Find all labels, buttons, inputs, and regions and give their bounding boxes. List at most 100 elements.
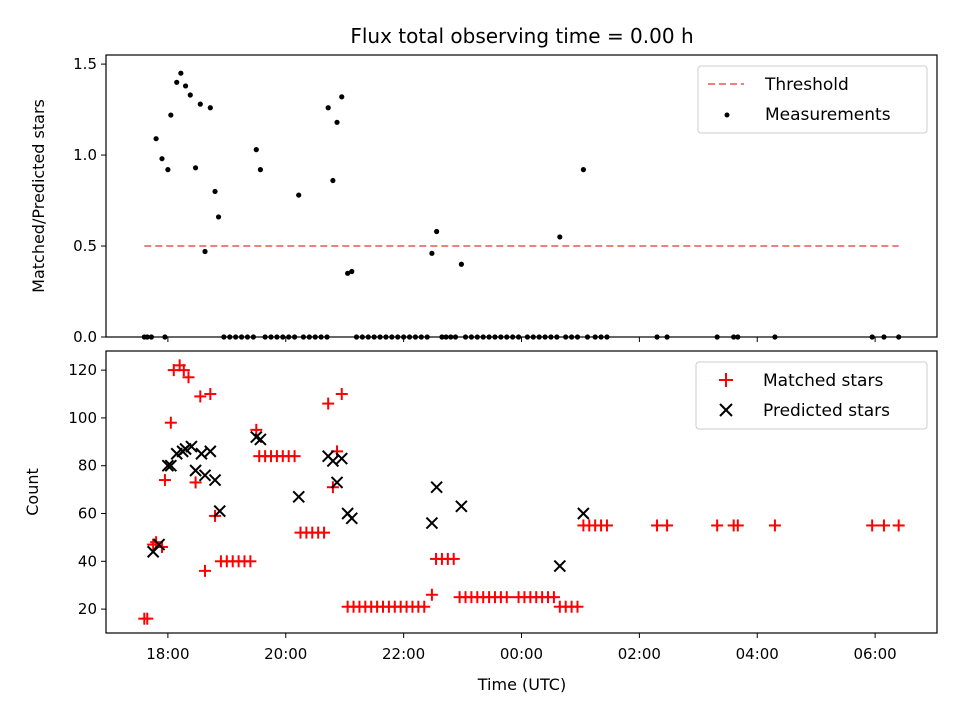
measurement-point bbox=[339, 94, 345, 100]
predicted-star-point bbox=[164, 459, 178, 472]
predicted-star-point bbox=[345, 512, 358, 525]
measurement-point bbox=[207, 105, 213, 111]
matched-star-point bbox=[250, 423, 263, 436]
top-legend-box bbox=[697, 65, 928, 134]
matched-star-point bbox=[177, 364, 190, 377]
measurement-point bbox=[557, 234, 563, 240]
top-legend: Threshold Measurements bbox=[697, 65, 928, 134]
measurement-point bbox=[429, 250, 435, 256]
measurement-point bbox=[349, 268, 355, 275]
predicted-star-point bbox=[577, 507, 590, 520]
measurement-point bbox=[345, 270, 351, 276]
predicted-star-point bbox=[425, 516, 439, 530]
measurement-point bbox=[212, 188, 218, 195]
measurement-point bbox=[202, 248, 208, 255]
measurement-point bbox=[192, 165, 199, 171]
bottom-y-tick-label: 100 bbox=[68, 409, 97, 427]
matched-star-point bbox=[571, 600, 584, 613]
threshold-legend-label: Threshold bbox=[764, 75, 849, 95]
measurement-point bbox=[296, 192, 302, 198]
predicted-star-point bbox=[455, 500, 468, 513]
top-y-tick-label: 1.5 bbox=[73, 55, 97, 73]
bottom-x-tick-label: 18:00 bbox=[146, 645, 189, 663]
matched-star-point bbox=[731, 519, 744, 532]
measurement-point bbox=[253, 147, 259, 153]
matched-star-point bbox=[199, 564, 212, 577]
matched-star-point bbox=[661, 519, 674, 532]
predicted-star-point bbox=[161, 459, 175, 472]
matched-star-point bbox=[418, 600, 431, 613]
matched-star-point bbox=[204, 388, 217, 401]
predicted-star-point bbox=[195, 447, 208, 460]
predicted-star-point bbox=[208, 473, 222, 487]
matched-star-point bbox=[322, 397, 335, 410]
bottom-y-tick-label: 120 bbox=[68, 361, 97, 379]
predicted-star-point bbox=[335, 452, 348, 465]
measurement-point bbox=[334, 119, 340, 125]
counts-layer bbox=[138, 359, 905, 625]
measurements-legend-label: Measurements bbox=[765, 105, 891, 125]
predicted-star-point bbox=[430, 481, 443, 494]
bottom-x-tick-label: 22:00 bbox=[382, 645, 425, 663]
measurement-point bbox=[187, 92, 193, 98]
predicted-star-point bbox=[213, 504, 226, 518]
predicted-star-point bbox=[204, 445, 217, 458]
predicted-legend-label: Predicted stars bbox=[763, 401, 890, 421]
matched-star-point bbox=[182, 371, 195, 384]
matched-star-point bbox=[500, 591, 513, 604]
measurement-point bbox=[580, 167, 586, 173]
matched-star-point bbox=[288, 450, 301, 463]
matched-star-point bbox=[600, 519, 613, 532]
matched-star-point bbox=[711, 519, 724, 532]
measurement-point bbox=[174, 79, 180, 85]
matched-star-point bbox=[141, 612, 154, 625]
predicted-star-point bbox=[292, 490, 305, 503]
matched-star-point bbox=[651, 519, 664, 532]
top-y-tick-label: 0.0 bbox=[73, 328, 97, 346]
bottom-legend: Matched stars Predicted stars bbox=[695, 361, 928, 430]
predicted-star-point bbox=[152, 538, 166, 551]
measurement-point bbox=[178, 70, 184, 76]
matched-star-point bbox=[164, 416, 177, 429]
matched-legend-label: Matched stars bbox=[763, 371, 883, 391]
measurement-point bbox=[159, 156, 165, 162]
predicted-legend-marker bbox=[719, 403, 733, 417]
predicted-star-point bbox=[198, 469, 212, 482]
matched-star-point bbox=[425, 588, 438, 601]
bottom-y-tick-label: 80 bbox=[78, 457, 97, 475]
measurement-point bbox=[325, 105, 331, 111]
matched-star-point bbox=[892, 519, 905, 532]
bottom-y-axis-label: Count bbox=[23, 468, 42, 516]
matched-star-point bbox=[158, 474, 171, 487]
bottom-x-tick-label: 02:00 bbox=[618, 645, 661, 663]
bottom-y-tick-label: 40 bbox=[78, 552, 97, 570]
top-x-ticks bbox=[167, 337, 876, 342]
bottom-x-tick-label: 04:00 bbox=[736, 645, 779, 663]
bottom-y-tick-label: 60 bbox=[78, 505, 97, 523]
matched-star-point bbox=[189, 476, 202, 489]
predicted-star-point bbox=[330, 476, 344, 489]
bottom-x-axis-label: Time (UTC) bbox=[477, 675, 566, 694]
bottom-x-tick-label: 20:00 bbox=[264, 645, 307, 663]
matched-star-point bbox=[547, 591, 560, 604]
measurement-point bbox=[197, 101, 203, 107]
measurement-point bbox=[168, 112, 174, 118]
bottom-panel: 20 40 60 80 100 120 18:00 20:00 22:00 00:00 02:00… bbox=[23, 350, 938, 694]
bottom-y-axis: 20 40 60 80 100 120 bbox=[68, 361, 106, 618]
measurement-point bbox=[458, 261, 464, 267]
measurement-point bbox=[434, 228, 440, 235]
top-y-axis-label: Matched/Predicted stars bbox=[29, 99, 48, 293]
matched-star-point bbox=[318, 526, 331, 539]
measurement-point bbox=[215, 214, 222, 220]
matched-star-point bbox=[768, 519, 781, 532]
bottom-x-tick-label: 00:00 bbox=[500, 645, 543, 663]
matched-star-point bbox=[447, 552, 460, 565]
measurement-point bbox=[330, 177, 336, 184]
predicted-star-point bbox=[185, 440, 198, 453]
predicted-star-point bbox=[326, 454, 340, 468]
matched-star-point bbox=[877, 519, 890, 532]
measurement-point bbox=[182, 83, 189, 89]
chart-title: Flux total observing time = 0.00 h bbox=[350, 24, 693, 48]
predicted-star-point bbox=[553, 559, 567, 573]
